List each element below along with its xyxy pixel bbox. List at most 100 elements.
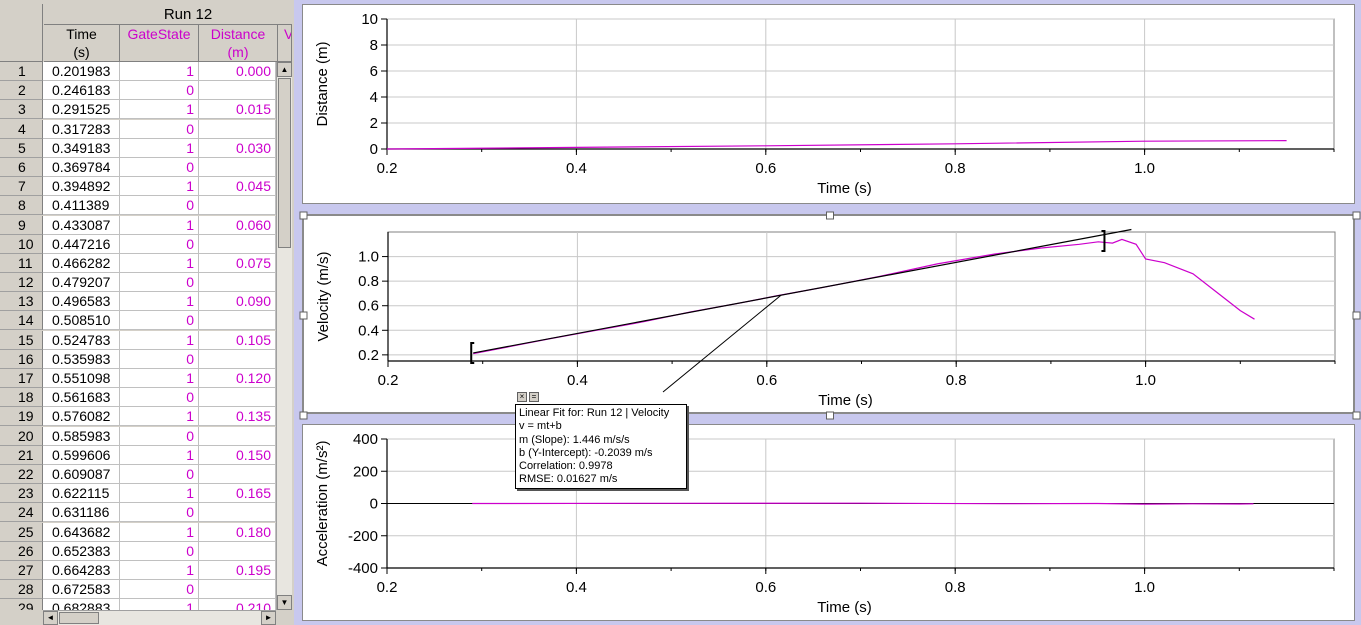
cell-gatestate[interactable]: 0 (120, 273, 199, 293)
cell-time[interactable]: 0.622115 (43, 484, 120, 504)
cell-distance[interactable] (199, 503, 276, 523)
scroll-left-icon[interactable]: ◄ (43, 611, 58, 625)
row-number[interactable]: 28 (0, 580, 43, 600)
velocity-graph[interactable]: 0.2 0.4 0.6 0.8 1.0 0.2 0.4 0.6 0.8 1.0 Time (s) Ve… (299, 211, 1361, 420)
cell-distance[interactable] (199, 234, 276, 254)
row-number[interactable]: 25 (0, 522, 43, 542)
cell-gatestate[interactable]: 0 (120, 503, 199, 523)
series-line-distance[interactable] (386, 140, 1287, 150)
cell-time[interactable]: 0.664283 (43, 560, 120, 580)
cell-distance[interactable] (199, 273, 276, 293)
table-row[interactable]: 7 0.394892 1 0.045 (0, 177, 276, 197)
row-number[interactable]: 10 (0, 234, 43, 254)
resize-handle[interactable] (1352, 411, 1361, 420)
cell-time[interactable]: 0.246183 (43, 81, 120, 101)
scroll-thumb[interactable] (278, 78, 291, 248)
table-row[interactable]: 26 0.652383 0 (0, 541, 276, 561)
table-corner[interactable] (0, 4, 43, 62)
cell-time[interactable]: 0.317283 (43, 119, 120, 139)
cell-gatestate[interactable]: 0 (120, 426, 199, 446)
cell-gatestate[interactable]: 0 (120, 81, 199, 101)
cell-distance[interactable]: 0.165 (199, 484, 276, 504)
fit-range-end-icon[interactable] (1101, 230, 1106, 253)
cell-gatestate[interactable]: 1 (120, 522, 199, 542)
cell-gatestate[interactable]: 1 (120, 599, 199, 610)
cell-time[interactable]: 0.201983 (43, 62, 120, 81)
cell-distance[interactable] (199, 541, 276, 561)
cell-gatestate[interactable]: 1 (120, 138, 199, 158)
cell-time[interactable]: 0.551098 (43, 369, 120, 388)
row-number[interactable]: 8 (0, 196, 43, 216)
row-number[interactable]: 21 (0, 445, 43, 465)
table-row[interactable]: 6 0.369784 0 (0, 157, 276, 177)
cell-time[interactable]: 0.576082 (43, 407, 120, 427)
row-number[interactable]: 1 (0, 62, 43, 81)
table-row[interactable]: 18 0.561683 0 (0, 388, 276, 408)
cell-gatestate[interactable]: 1 (120, 292, 199, 312)
cell-time[interactable]: 0.652383 (43, 541, 120, 561)
cell-distance[interactable]: 0.075 (199, 253, 276, 273)
cell-gatestate[interactable]: 0 (120, 580, 199, 600)
cell-gatestate[interactable]: 1 (120, 330, 199, 350)
table-row[interactable]: 25 0.643682 1 0.180 (0, 522, 276, 542)
row-number[interactable]: 27 (0, 560, 43, 580)
row-number[interactable]: 19 (0, 407, 43, 427)
cell-gatestate[interactable]: 0 (120, 234, 199, 254)
row-number[interactable]: 11 (0, 253, 43, 273)
scroll-up-icon[interactable]: ▲ (277, 62, 292, 77)
row-number[interactable]: 23 (0, 484, 43, 504)
cell-time[interactable]: 0.631186 (43, 503, 120, 523)
table-row[interactable]: 27 0.664283 1 0.195 (0, 560, 276, 580)
cell-gatestate[interactable]: 0 (120, 464, 199, 484)
cell-time[interactable]: 0.609087 (43, 464, 120, 484)
cell-distance[interactable] (199, 81, 276, 101)
row-number[interactable]: 22 (0, 464, 43, 484)
table-row[interactable]: 10 0.447216 0 (0, 234, 276, 254)
table-row[interactable]: 22 0.609087 0 (0, 464, 276, 484)
cell-distance[interactable]: 0.210 (199, 599, 276, 610)
table-row[interactable]: 23 0.622115 1 0.165 (0, 484, 276, 504)
distance-graph[interactable]: 0.2 0.4 0.6 0.8 1.0 0 2 4 6 8 10 Time (s) Distance (… (302, 4, 1355, 204)
cell-time[interactable]: 0.561683 (43, 388, 120, 408)
row-number[interactable]: 7 (0, 177, 43, 197)
table-row[interactable]: 11 0.466282 1 0.075 (0, 253, 276, 273)
row-number[interactable]: 18 (0, 388, 43, 408)
cell-gatestate[interactable]: 1 (120, 369, 199, 388)
cell-gatestate[interactable]: 1 (120, 215, 199, 235)
table-row[interactable]: 17 0.551098 1 0.120 (0, 369, 276, 388)
column-header-gatestate[interactable]: GateState (120, 25, 199, 62)
scroll-right-icon[interactable]: ► (261, 611, 276, 625)
cell-gatestate[interactable]: 0 (120, 349, 199, 369)
cell-distance[interactable] (199, 349, 276, 369)
cell-distance[interactable]: 0.150 (199, 445, 276, 465)
row-number[interactable]: 4 (0, 119, 43, 139)
row-number[interactable]: 12 (0, 273, 43, 293)
table-row[interactable]: 16 0.535983 0 (0, 349, 276, 369)
cell-distance[interactable]: 0.045 (199, 177, 276, 197)
cell-gatestate[interactable]: 0 (120, 119, 199, 139)
cell-distance[interactable]: 0.105 (199, 330, 276, 350)
cell-time[interactable]: 0.672583 (43, 580, 120, 600)
cell-time[interactable]: 0.291525 (43, 100, 120, 120)
cell-distance[interactable] (199, 311, 276, 331)
cell-time[interactable]: 0.599606 (43, 445, 120, 465)
row-number[interactable]: 5 (0, 138, 43, 158)
cell-time[interactable]: 0.466282 (43, 253, 120, 273)
cell-distance[interactable] (199, 426, 276, 446)
row-number[interactable]: 16 (0, 349, 43, 369)
table-row[interactable]: 8 0.411389 0 (0, 196, 276, 216)
cell-distance[interactable]: 0.030 (199, 138, 276, 158)
cell-time[interactable]: 0.411389 (43, 196, 120, 216)
plot-area[interactable] (386, 18, 1335, 150)
table-row[interactable]: 20 0.585983 0 (0, 426, 276, 446)
resize-handle[interactable] (299, 311, 308, 320)
scroll-down-icon[interactable]: ▼ (277, 595, 292, 610)
cell-time[interactable]: 0.535983 (43, 349, 120, 369)
cell-time[interactable]: 0.682883 (43, 599, 120, 610)
cell-distance[interactable] (199, 196, 276, 216)
resize-handle[interactable] (299, 411, 308, 420)
cell-gatestate[interactable]: 1 (120, 177, 199, 197)
cell-gatestate[interactable]: 1 (120, 253, 199, 273)
column-header-velocity[interactable]: V (278, 25, 292, 62)
cell-time[interactable]: 0.447216 (43, 234, 120, 254)
